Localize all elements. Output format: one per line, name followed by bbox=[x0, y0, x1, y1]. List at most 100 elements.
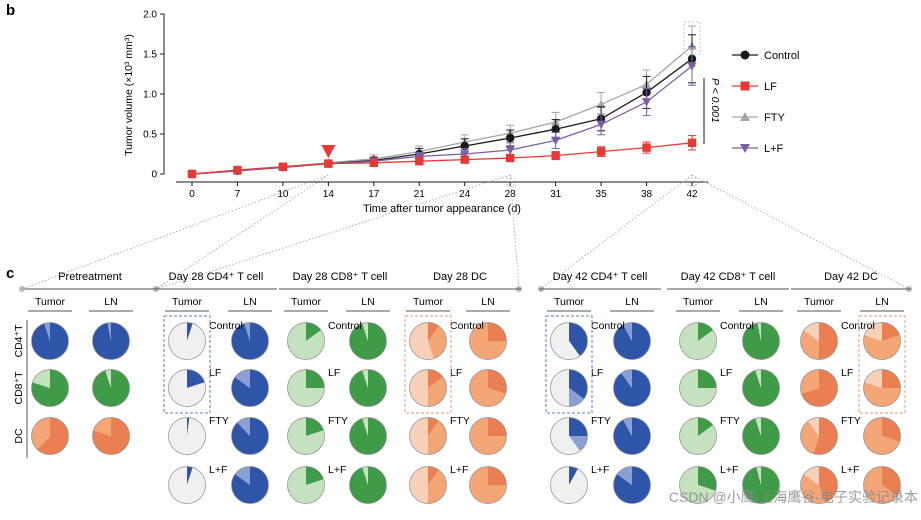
pie-slice bbox=[698, 466, 717, 491]
pie-slice bbox=[469, 466, 507, 504]
zoom-connector-lines bbox=[19, 174, 912, 292]
pie-outline bbox=[613, 322, 651, 360]
legend-label-lf: L+F bbox=[764, 143, 784, 155]
pie-day42-cd8-ln bbox=[742, 322, 780, 360]
pie-day28-cd4-ln bbox=[231, 466, 269, 504]
data-point-lf bbox=[551, 151, 560, 160]
highlight-box bbox=[858, 315, 906, 414]
pie-slice bbox=[550, 369, 569, 407]
pie-slice bbox=[362, 466, 368, 485]
condition-label: Control bbox=[450, 320, 484, 332]
condition-label: L+F bbox=[209, 464, 227, 476]
tumor-column-header: Tumor bbox=[683, 296, 713, 308]
data-point-lf bbox=[414, 152, 424, 162]
pie-slice bbox=[569, 369, 588, 399]
x-tick-label: 17 bbox=[368, 189, 380, 200]
pie-day28-cd8-ln bbox=[349, 322, 387, 360]
pie-slice bbox=[819, 322, 838, 360]
pie-outline bbox=[168, 466, 206, 504]
pie-day28-cd8-tumor bbox=[287, 417, 325, 455]
data-point-lf bbox=[505, 146, 515, 155]
data-point-lf bbox=[505, 153, 515, 163]
condition-label: Control bbox=[591, 320, 625, 332]
pie-slice bbox=[863, 417, 900, 455]
pie-outline bbox=[409, 417, 447, 455]
pie-slice bbox=[569, 436, 588, 451]
zoom-box bbox=[506, 177, 516, 187]
data-point-lf bbox=[460, 155, 469, 164]
pie-slice bbox=[864, 369, 882, 388]
pie-day42-dc-tumor bbox=[800, 466, 838, 504]
pie-outline bbox=[92, 369, 130, 407]
data-point-lf bbox=[187, 169, 197, 179]
pie-outline bbox=[349, 466, 387, 504]
ln-column-header: LN bbox=[625, 296, 638, 308]
x-axis-label: Time after tumor appearance (d) bbox=[363, 203, 521, 215]
pie-slice bbox=[613, 417, 651, 455]
pie-day42-cd4-ln bbox=[613, 369, 651, 407]
pie-day42-dc-ln bbox=[863, 322, 901, 360]
pie-slice bbox=[306, 369, 325, 388]
row-label-1: CD8⁺T bbox=[13, 371, 25, 405]
pie-day28-cd4-tumor bbox=[168, 417, 206, 455]
pie-day42-cd4-ln bbox=[613, 322, 651, 360]
pie-day42-cd8-tumor bbox=[679, 322, 717, 360]
pie-day42-cd4-ln bbox=[613, 417, 651, 455]
data-point-lf bbox=[278, 162, 288, 171]
pie-day42-dc-ln bbox=[863, 466, 901, 504]
pie-day28-cd4-tumor bbox=[168, 466, 206, 504]
pie-slice bbox=[44, 322, 50, 341]
pie-slice bbox=[469, 322, 507, 360]
pie-slice bbox=[428, 377, 447, 407]
pie-slice bbox=[428, 417, 439, 436]
data-point-lf bbox=[642, 143, 651, 152]
pie-slice bbox=[882, 369, 901, 388]
pie-slice bbox=[679, 322, 717, 360]
pie-day28-dc-ln bbox=[469, 322, 507, 360]
pie-slice bbox=[32, 369, 50, 388]
pie-outline bbox=[349, 417, 387, 455]
legend-label-lf: LF bbox=[764, 81, 777, 93]
pie-outline bbox=[863, 466, 901, 504]
pie-slice bbox=[469, 417, 507, 455]
pie-outline bbox=[231, 322, 269, 360]
condition-label: L+F bbox=[720, 464, 738, 476]
pie-slice bbox=[92, 369, 130, 407]
pie-pretreatment-tumor bbox=[31, 322, 69, 360]
pie-outline bbox=[409, 466, 447, 504]
condition-label: FTY bbox=[591, 415, 611, 427]
pie-slice bbox=[623, 322, 632, 341]
pie-day28-cd8-ln bbox=[349, 466, 387, 504]
data-point-lf bbox=[687, 138, 697, 147]
legend-label-control: Control bbox=[764, 50, 799, 62]
pie-slice bbox=[349, 369, 387, 407]
condition-label: FTY bbox=[720, 415, 740, 427]
pie-slice bbox=[168, 369, 206, 407]
pie-day42-dc-tumor bbox=[800, 322, 838, 360]
pie-outline bbox=[92, 417, 130, 455]
pie-slice bbox=[31, 322, 69, 360]
pie-slice bbox=[679, 369, 717, 407]
x-tick-label: 24 bbox=[459, 189, 471, 200]
pie-day28-dc-ln bbox=[469, 466, 507, 504]
pie-slice bbox=[187, 369, 205, 388]
data-point-control bbox=[551, 125, 560, 134]
ln-column-header: LN bbox=[875, 296, 888, 308]
pie-slice bbox=[287, 466, 325, 504]
condition-label: LF bbox=[591, 367, 603, 379]
pie-day28-cd4-tumor bbox=[168, 369, 206, 407]
pie-slice bbox=[488, 369, 507, 394]
pie-slice bbox=[804, 466, 819, 485]
zoom-line bbox=[155, 174, 511, 290]
pie-slice bbox=[550, 417, 580, 455]
pie-slice bbox=[550, 466, 588, 504]
pie-outline bbox=[679, 322, 717, 360]
pie-outline bbox=[231, 417, 269, 455]
pie-outline bbox=[168, 369, 206, 407]
series-line-lf bbox=[191, 142, 693, 175]
pie-outline bbox=[231, 466, 269, 504]
x-tick-label: 35 bbox=[596, 189, 608, 200]
legend-marker-control bbox=[740, 50, 750, 60]
pie-day42-dc-tumor bbox=[800, 369, 838, 407]
pie-slice bbox=[409, 369, 428, 407]
